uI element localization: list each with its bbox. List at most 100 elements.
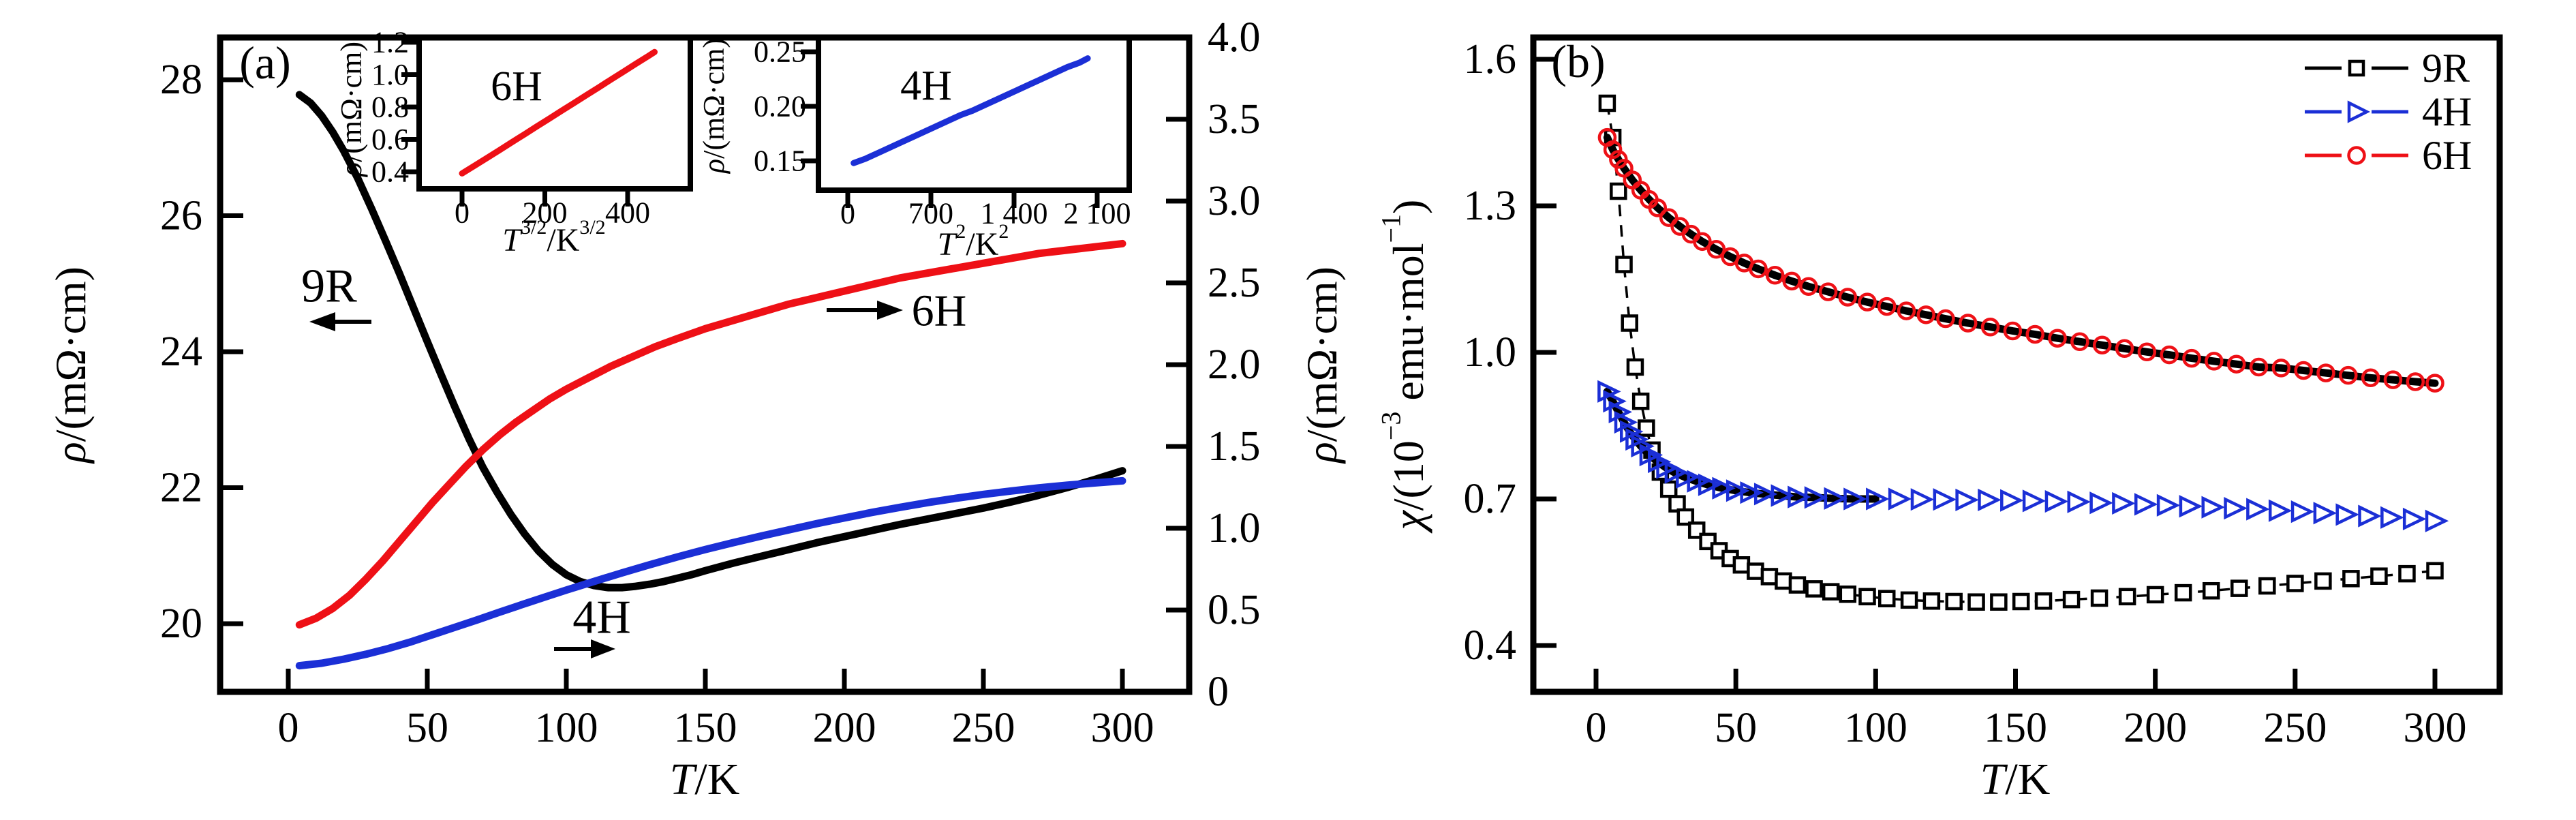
arrow-right-6H-icon: [827, 301, 903, 320]
marker-circle: [2361, 368, 2380, 388]
marker-triangle-right: [1910, 488, 1935, 511]
marker-circle: [1749, 259, 1768, 279]
marker-circle: [1603, 140, 1623, 160]
marker-square: [2202, 581, 2220, 600]
marker-circle: [1877, 297, 1897, 316]
a_main-y-axis-label: ρ/(mΩ·cm): [46, 267, 95, 464]
marker-circle: [2025, 324, 2044, 344]
panel-a-letter: (a): [239, 37, 290, 89]
a_main-series-line-9R: [295, 91, 1126, 592]
a_main-x-axis-label: T/K: [670, 755, 740, 804]
marker-triangle-right: [1740, 481, 1764, 504]
marker-square: [1990, 593, 2008, 611]
marker-triangle-right: [2134, 493, 2158, 516]
marker-square: [1621, 314, 1638, 332]
marker-circle: [2425, 374, 2444, 393]
a_main-y-right-tick-label: 1.0: [1208, 505, 1261, 551]
a_inset_6H-x-tick-label: 0: [455, 196, 470, 230]
marker-square: [1631, 392, 1650, 410]
a_main-x-tick-label: 250: [952, 705, 1015, 751]
a_main-y-tick-label: 26: [160, 193, 202, 239]
marker-square: [1822, 583, 1840, 601]
marker-triangle-right: [1978, 488, 2002, 512]
marker-triangle-right: [2044, 490, 2069, 513]
arrow-left-9R-icon: [309, 312, 371, 331]
marker-circle: [1648, 198, 1668, 217]
marker-triangle-right: [1804, 486, 1828, 509]
annotation-6H-label: 6H: [912, 286, 967, 336]
b_main-fit-line-6H: [1603, 134, 2439, 387]
marker-triangle-right: [1933, 488, 1957, 511]
a_inset_4H-series-line-4H: [850, 55, 1091, 166]
b_main-x-tick-label: 50: [1715, 705, 1757, 751]
a_main-y-tick-label: 28: [160, 57, 202, 103]
marker-circle: [1838, 288, 1858, 307]
marker-square: [1945, 592, 1963, 611]
marker-circle: [2160, 345, 2179, 365]
a_main-x-tick-label: 50: [406, 705, 448, 751]
marker-triangle-right: [1597, 380, 1621, 403]
b_main-x-tick-label: 200: [2123, 705, 2187, 751]
marker-triangle-right: [1726, 479, 1750, 502]
a_inset_6H-y-tick-label: 1.2: [371, 26, 409, 59]
a_inset_6H-x-tick-label: 400: [605, 196, 650, 230]
marker-circle: [2003, 321, 2023, 341]
panel-b-letter: (b): [1551, 35, 1605, 87]
b_main-y-tick-label: 1.6: [1464, 36, 1517, 82]
a_inset_4H-x-tick-label: 2 100: [1064, 197, 1131, 230]
a_main-series-line-6H: [295, 239, 1126, 629]
marker-circle: [1818, 282, 1838, 301]
marker-square: [2090, 589, 2109, 607]
marker-triangle-right: [1698, 473, 1722, 496]
a_main-y-tick-label: 22: [160, 465, 202, 511]
legend-square-icon: [2348, 59, 2365, 77]
marker-triangle-right: [1619, 420, 1644, 443]
marker-circle: [1782, 271, 1801, 291]
a_inset_6H-y-tick-label: 0.6: [371, 123, 409, 156]
marker-triangle-right: [1888, 487, 1912, 511]
marker-square: [1900, 591, 1918, 609]
marker-circle: [2271, 359, 2291, 378]
a_inset_4H-x-tick-label: 1 400: [981, 197, 1048, 230]
marker-circle: [1858, 292, 1877, 312]
marker-circle: [1980, 317, 2000, 337]
a_main-y-right-tick-label: 0.5: [1208, 587, 1261, 633]
marker-circle: [2226, 354, 2246, 374]
marker-triangle-right: [2246, 498, 2270, 521]
marker-triangle-right: [2335, 503, 2359, 526]
marker-triangle-right: [2290, 500, 2315, 523]
inset-6H-title: 6H: [491, 63, 542, 110]
marker-circle: [1958, 314, 1978, 333]
marker-square: [2286, 575, 2304, 592]
marker-circle: [2182, 348, 2201, 368]
b_main-y-tick-label: 1.0: [1464, 329, 1517, 376]
marker-triangle-right: [1625, 427, 1649, 451]
marker-circle: [2339, 365, 2358, 385]
a_inset_6H-y-axis-label: ρ/(mΩ·cm): [335, 42, 368, 178]
b_main-series-dashed-line-9R: [1606, 103, 2436, 603]
a_inset_6H-x-axis-label: T3/2/K3/2: [502, 215, 605, 258]
marker-circle: [1706, 240, 1726, 259]
marker-circle: [1693, 232, 1712, 252]
generated-chart-layer: 0 50 100 150 200 250 300 T/K 20 22 24 26 28 ρ/(mΩ·cm)…: [46, 14, 2503, 804]
marker-triangle-right: [2089, 491, 2113, 515]
marker-triangle-right: [2425, 509, 2449, 532]
legend-label-9R: 9R: [2422, 46, 2470, 91]
a_main-series-line-4H: [295, 476, 1126, 670]
a_inset_4H-x-tick-label: 700: [908, 197, 953, 230]
a_main-y-right-tick-label: 1.5: [1208, 423, 1261, 470]
b_main-x-tick-label: 300: [2404, 705, 2467, 751]
marker-square: [2146, 586, 2164, 604]
marker-square: [1626, 358, 1644, 376]
marker-triangle-right: [1843, 487, 1867, 511]
a_inset_4H-plot-box: [816, 35, 1132, 193]
marker-triangle-right: [1824, 487, 1847, 510]
inset-4H-title: 4H: [900, 63, 952, 109]
marker-circle: [1799, 277, 1818, 296]
marker-square: [1610, 182, 1627, 200]
b_main-x-tick-label: 100: [1844, 705, 1907, 751]
marker-square: [2342, 570, 2360, 588]
marker-square: [2012, 592, 2030, 611]
marker-circle: [2294, 361, 2313, 380]
